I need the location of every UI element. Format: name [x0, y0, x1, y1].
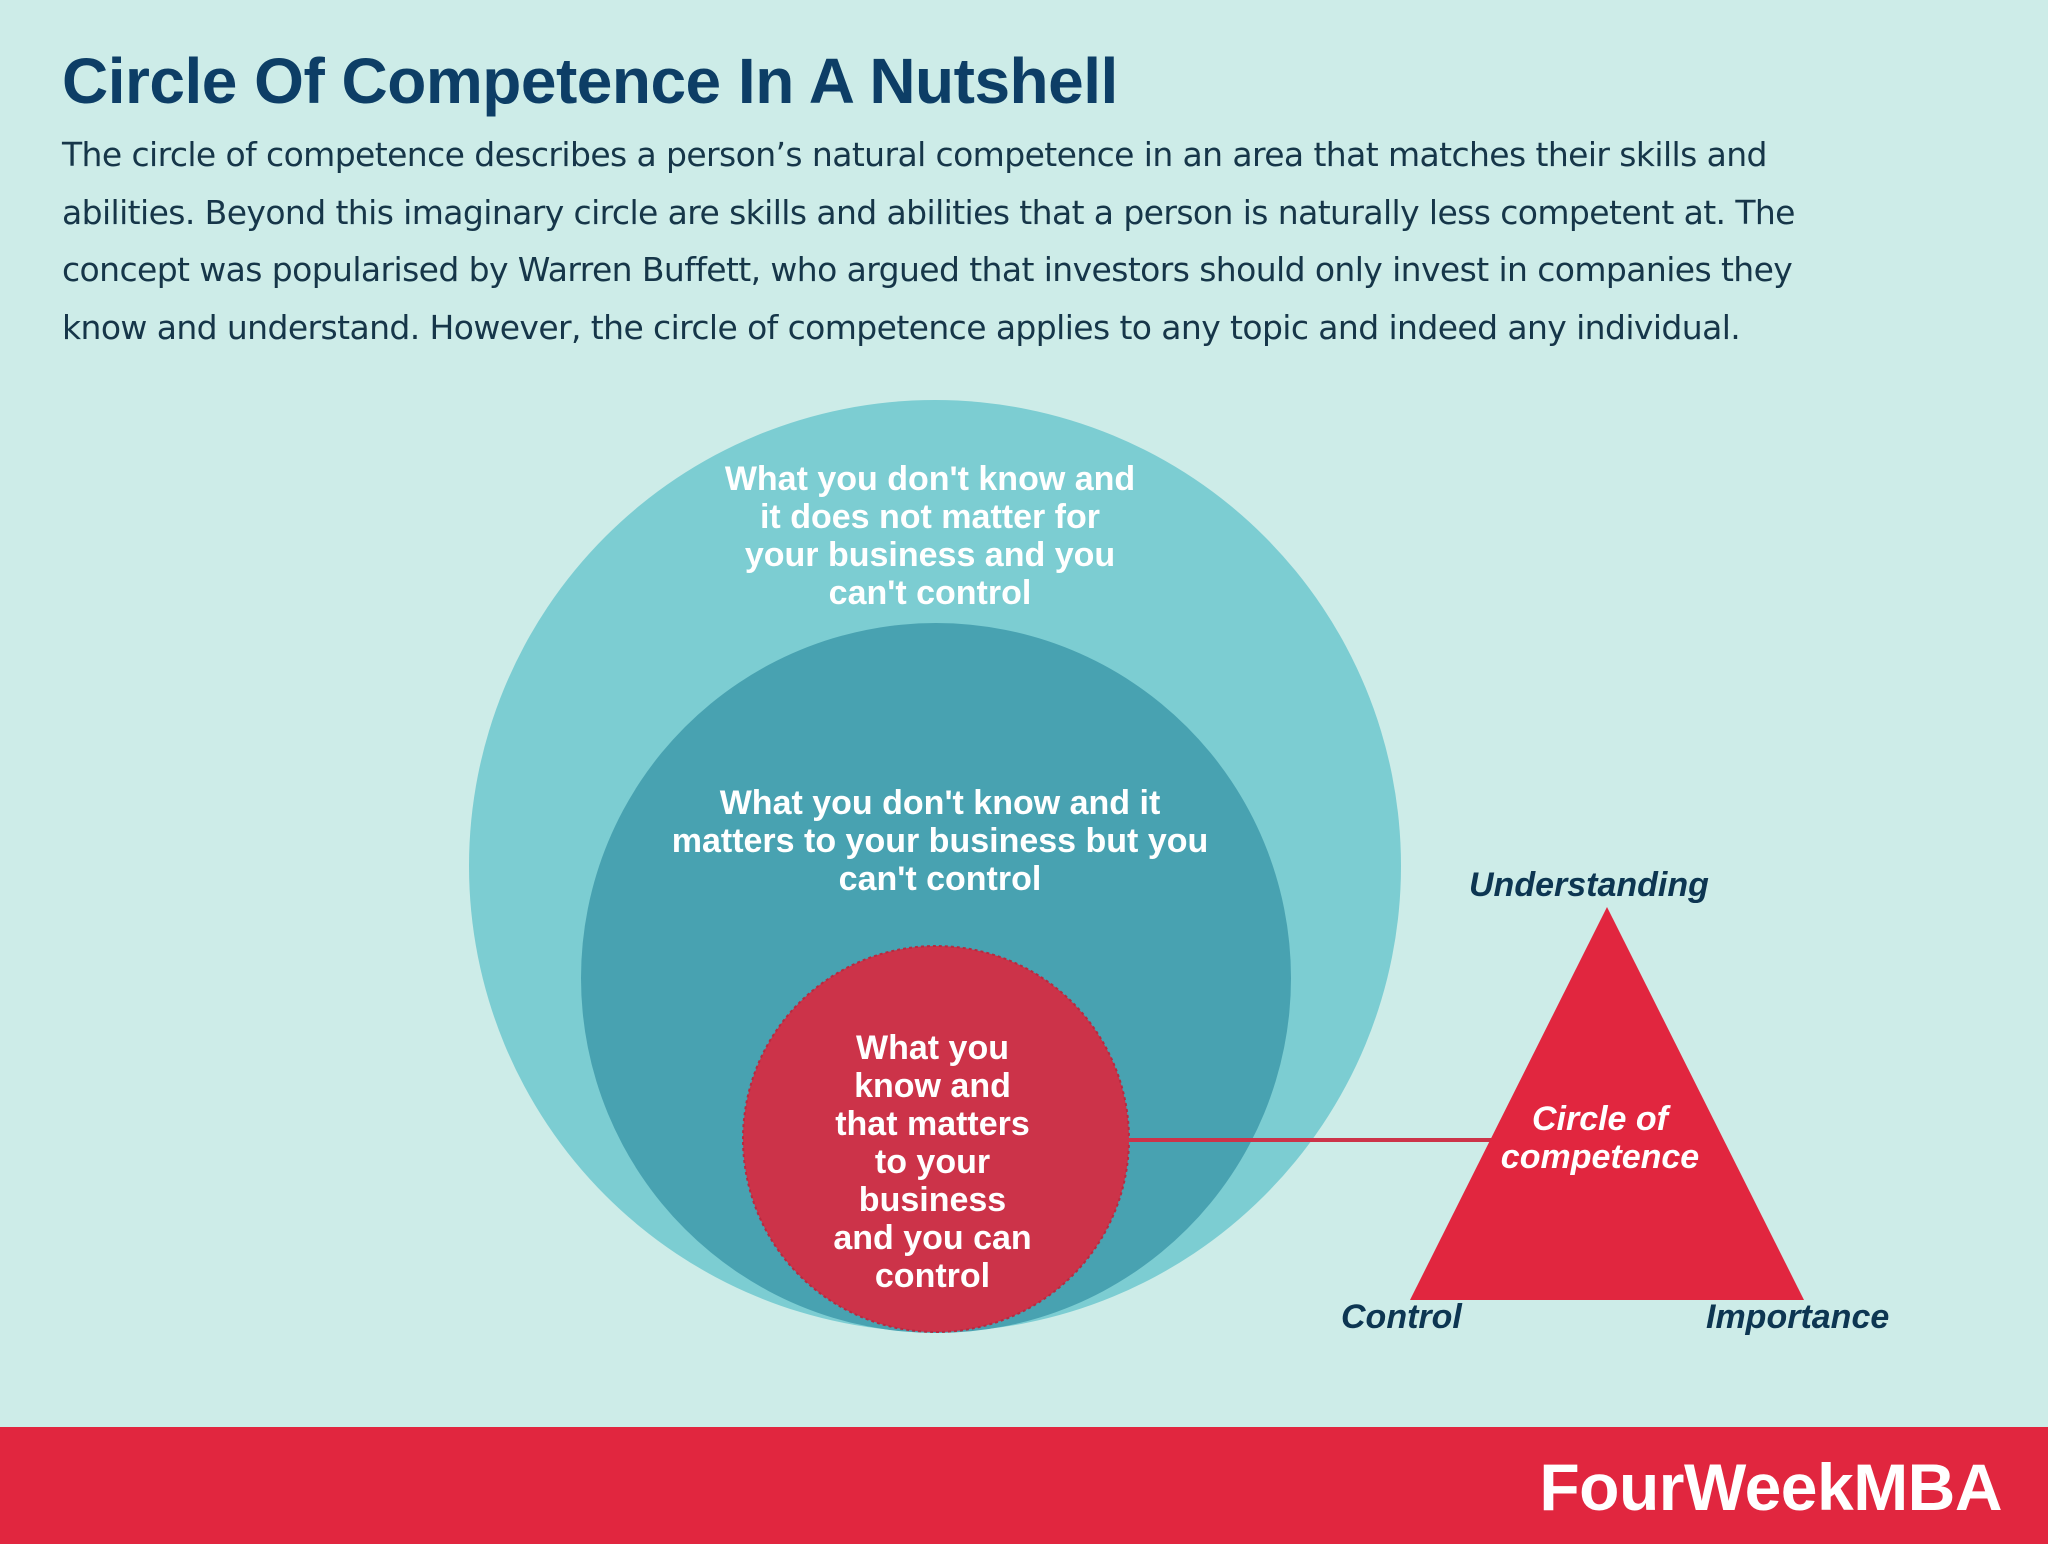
competence-triangle — [1410, 907, 1804, 1300]
diagram-canvas — [469, 400, 1804, 1333]
page-title: Circle Of Competence In A Nutshell — [62, 45, 1118, 117]
brand-logo: FourWeekMBA — [1539, 1450, 2002, 1524]
inner-circle-label: What you know and that matters to your b… — [833, 1029, 1032, 1295]
outer-circle-label: What you don't know and it does not matt… — [724, 460, 1136, 612]
triangle-bottom-left-label: Control — [1341, 1298, 1462, 1336]
footer-bar: FourWeekMBA — [0, 1427, 2048, 1544]
page-description: The circle of competence describes a per… — [62, 135, 1795, 347]
triangle-top-label: Understanding — [1469, 866, 1709, 904]
middle-circle-label: What you don't know and it matters to yo… — [671, 784, 1209, 898]
triangle-bottom-right-label: Importance — [1706, 1298, 1890, 1336]
triangle-center-label: Circle of competence — [1500, 1100, 1700, 1176]
